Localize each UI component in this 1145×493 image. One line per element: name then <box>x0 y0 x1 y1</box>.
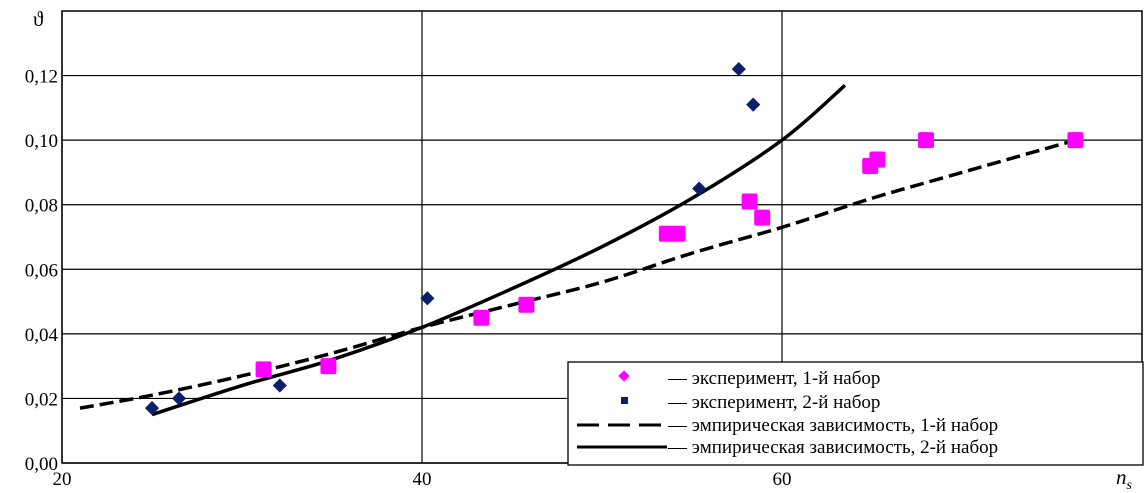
y-tick-label: 0,08 <box>25 196 58 217</box>
data-point-diamond <box>746 97 761 112</box>
legend-label: — эксперимент, 1-й набор <box>667 368 880 389</box>
data-point-square <box>918 132 934 149</box>
y-axis-label: ϑ <box>33 7 44 31</box>
series-points <box>144 62 1084 416</box>
legend-item-empirical-1: — эмпирическая зависимость, 1-й набор <box>577 415 998 436</box>
data-point-diamond <box>731 62 746 77</box>
y-tick-label: 0,12 <box>25 67 58 88</box>
data-point-diamond <box>272 378 287 393</box>
series-lines <box>79 83 1076 417</box>
data-point-square <box>869 151 886 168</box>
data-point-diamond <box>144 401 160 416</box>
legend-label: — эмпирическая зависимость, 2-й набор <box>667 437 998 458</box>
data-point-square <box>255 361 272 378</box>
x-axis-label-sub: s <box>1127 478 1133 493</box>
y-tick-label: 0,06 <box>25 260 58 281</box>
series-line-empirical-1 <box>79 138 1076 410</box>
data-point-square <box>473 309 490 326</box>
legend: — эксперимент, 1-й набор — эксперимент, … <box>567 361 1144 466</box>
data-point-diamond <box>692 181 707 196</box>
grid <box>61 11 1142 464</box>
legend-item-experiment-1: — эксперимент, 1-й набор <box>618 368 880 389</box>
x-axis-label-main: n <box>1116 465 1127 489</box>
data-point-square <box>320 358 337 375</box>
y-tick-label: 0,10 <box>25 131 58 152</box>
data-point-square <box>754 209 771 226</box>
legend-marker-square <box>621 397 628 404</box>
legend-label: — эмпирическая зависимость, 1-й набор <box>667 415 998 436</box>
x-axis-label: ns <box>1116 465 1133 493</box>
data-point-diamond <box>420 291 435 306</box>
data-point-square <box>741 193 758 210</box>
y-tick-labels: 0,00 0,02 0,04 0,06 0,08 0,10 0,12 <box>25 67 59 475</box>
data-point-diamond <box>171 391 187 406</box>
data-point-square <box>518 296 535 313</box>
x-tick-label: 20 <box>53 469 72 490</box>
legend-item-experiment-2: — эксперимент, 2-й набор <box>621 392 880 413</box>
data-point-square <box>669 225 686 242</box>
x-tick-label: 40 <box>413 469 432 490</box>
series-line-empirical-2 <box>151 83 847 417</box>
legend-item-empirical-2: — эмпирическая зависимость, 2-й набор <box>577 437 998 458</box>
y-tick-label: 0,02 <box>25 389 58 410</box>
x-tick-labels: 20 40 60 <box>53 469 792 490</box>
legend-marker-diamond <box>618 370 630 382</box>
data-point-square <box>1067 132 1084 149</box>
y-tick-label: 0,04 <box>25 325 59 346</box>
y-tick-label: 0,00 <box>25 454 58 475</box>
x-tick-label: 60 <box>773 469 792 490</box>
legend-label: — эксперимент, 2-й набор <box>667 392 880 413</box>
